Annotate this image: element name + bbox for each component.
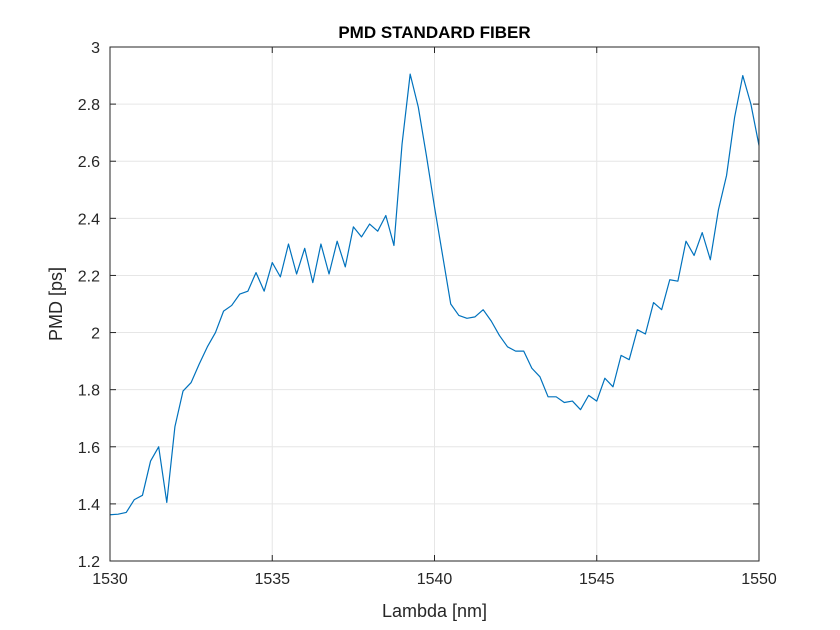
x-tick-label: 1540 [417,571,453,588]
y-tick-label: 1.8 [78,383,100,400]
x-axis-label: Lambda [nm] [382,601,487,621]
y-tick-label: 2.6 [78,154,100,171]
y-tick-labels: 1.2 1.4 1.6 1.8 2 2.2 2.4 2.6 2.8 3 [78,40,100,571]
grid [110,47,759,561]
y-tick-label: 1.4 [78,497,100,514]
y-tick-label: 3 [91,40,100,57]
x-tick-labels: 1530 1535 1540 1545 1550 [92,571,777,588]
y-tick-label: 2.8 [78,97,100,114]
chart-title: PMD STANDARD FIBER [338,23,530,42]
series-group [109,73,760,516]
plot-frame [109,46,760,562]
y-tick-label: 2.2 [78,268,100,285]
y-tick-label: 1.2 [78,554,100,571]
x-tick-label: 1545 [579,571,615,588]
x-tick-label: 1530 [92,571,128,588]
pmd-series-line [109,73,760,516]
x-tick-label: 1535 [254,571,290,588]
y-tick-label: 2.4 [78,211,100,228]
y-tick-label: 2 [91,326,100,343]
x-tick-label: 1550 [741,571,777,588]
y-axis-label: PMD [ps] [46,267,66,341]
y-tick-label: 1.6 [78,440,100,457]
